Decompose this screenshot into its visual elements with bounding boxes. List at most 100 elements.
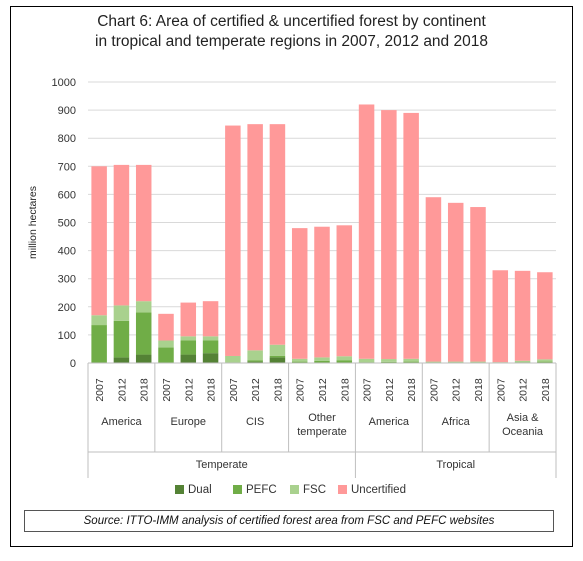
bar-segment-dual	[202, 353, 219, 363]
x-tick-label-year: 2018	[139, 378, 151, 402]
x-group-label: Other	[308, 412, 336, 424]
bar-segment-uncertified	[447, 202, 464, 362]
bar-segment-fsc	[113, 305, 130, 321]
y-tick-label: 700	[58, 161, 76, 173]
bar-segment-dual	[113, 357, 130, 363]
x-group-label: CIS	[246, 416, 264, 428]
source-note: Source: ITTO-IMM analysis of certified f…	[24, 510, 554, 532]
bar-segment-uncertified	[403, 112, 419, 359]
legend-label-uncertified: Uncertified	[351, 484, 406, 496]
x-tick-label-year: 2007	[362, 378, 374, 402]
bar-segment-uncertified	[202, 301, 219, 337]
bar-segment-uncertified	[381, 110, 397, 360]
bar-segment-fsc	[135, 301, 152, 313]
x-region-label: Temperate	[196, 459, 248, 471]
bar-segment-fsc	[336, 356, 353, 361]
x-tick-label-year: 2007	[161, 378, 173, 402]
y-tick-label: 200	[58, 302, 76, 314]
x-group-label: America	[369, 416, 410, 428]
bar-segment-uncertified	[269, 124, 286, 345]
x-group-label: Asia &	[507, 412, 539, 424]
bar-segment-uncertified	[225, 125, 241, 356]
x-tick-label-year: 2012	[384, 378, 396, 402]
x-tick-label-year: 2007	[428, 378, 440, 402]
legend-swatch-dual	[175, 485, 184, 494]
x-group-label: temperate	[297, 426, 347, 438]
y-tick-label: 1000	[52, 77, 76, 89]
y-tick-label: 900	[58, 105, 76, 117]
x-group-label: Africa	[442, 416, 471, 428]
x-group-label: America	[101, 416, 142, 428]
bar-segment-uncertified	[537, 272, 553, 360]
legend-label-fsc: FSC	[303, 484, 326, 496]
bar-segment-fsc	[403, 358, 419, 362]
bar-segment-fsc	[381, 359, 397, 362]
x-tick-label-year: 2018	[206, 378, 218, 402]
bar-segment-fsc	[269, 344, 286, 356]
x-tick-label-year: 2007	[295, 378, 307, 402]
y-axis-label: million hectares	[27, 186, 39, 259]
y-tick-label: 0	[70, 358, 76, 370]
bar-segment-uncertified	[113, 164, 130, 306]
bar-segment-pefc	[180, 340, 197, 355]
bar-segment-fsc	[537, 359, 553, 362]
x-tick-label-year: 2018	[272, 378, 284, 402]
bar-segment-uncertified	[91, 166, 107, 316]
bar-segment-pefc	[113, 320, 130, 358]
bar-segment-pefc	[91, 325, 107, 363]
x-tick-label-year: 2012	[518, 378, 530, 402]
bar-segment-fsc	[291, 358, 308, 362]
bar-segment-fsc	[314, 357, 330, 361]
x-region-label: Tropical	[436, 459, 475, 471]
bar-segment-pefc	[269, 355, 286, 358]
bar-segment-uncertified	[358, 104, 375, 359]
x-group-label: Europe	[171, 416, 206, 428]
bar-segment-uncertified	[314, 226, 330, 358]
bar-segment-fsc	[180, 336, 197, 341]
bar-segment-pefc	[336, 360, 353, 363]
bar-segment-uncertified	[247, 124, 263, 351]
x-tick-label-year: 2012	[317, 378, 329, 402]
bar-segment-pefc	[314, 360, 330, 363]
bar-segment-uncertified	[291, 228, 308, 359]
bar-segment-dual	[269, 357, 286, 363]
legend-swatch-fsc	[290, 485, 299, 494]
bar-segment-pefc	[202, 340, 219, 354]
bar-segment-pefc	[158, 347, 174, 363]
y-tick-label: 600	[58, 189, 76, 201]
y-tick-label: 100	[58, 330, 76, 342]
legend-label-pefc: PEFC	[246, 484, 277, 496]
x-tick-label-year: 2012	[250, 378, 262, 402]
x-tick-label-year: 2012	[183, 378, 195, 402]
x-tick-label-year: 2012	[116, 378, 128, 402]
bar-segment-pefc	[537, 361, 553, 363]
chart-title: Chart 6: Area of certified & uncertified…	[0, 12, 583, 52]
bar-segment-fsc	[358, 358, 375, 363]
x-tick-label-year: 2007	[94, 378, 106, 402]
y-tick-label: 400	[58, 246, 76, 258]
bar-segment-pefc	[403, 361, 419, 363]
bar-segment-fsc	[447, 361, 464, 363]
legend-label-dual: Dual	[188, 484, 212, 496]
bar-segment-uncertified	[180, 302, 197, 337]
x-tick-label-year: 2012	[451, 378, 463, 402]
bar-segment-uncertified	[470, 207, 486, 362]
legend-swatch-uncertified	[338, 485, 347, 494]
bar-segment-fsc	[514, 360, 531, 363]
bar-segment-uncertified	[158, 313, 174, 341]
bar-segment-pefc	[381, 361, 397, 363]
bar-segment-pefc	[135, 312, 152, 355]
bar-segment-uncertified	[425, 197, 442, 362]
bar-segment-uncertified	[336, 225, 353, 357]
y-tick-label: 800	[58, 133, 76, 145]
bar-segment-uncertified	[135, 164, 152, 302]
bar-segment-fsc	[225, 355, 241, 363]
chart-title-line-2: in tropical and temperate regions in 200…	[95, 33, 488, 50]
bar-segment-fsc	[425, 361, 442, 363]
x-tick-label-year: 2018	[540, 378, 552, 402]
bar-segment-pefc	[291, 361, 308, 363]
bar-segment-dual	[180, 354, 197, 363]
y-tick-label: 300	[58, 274, 76, 286]
bar-segment-fsc	[202, 336, 219, 341]
